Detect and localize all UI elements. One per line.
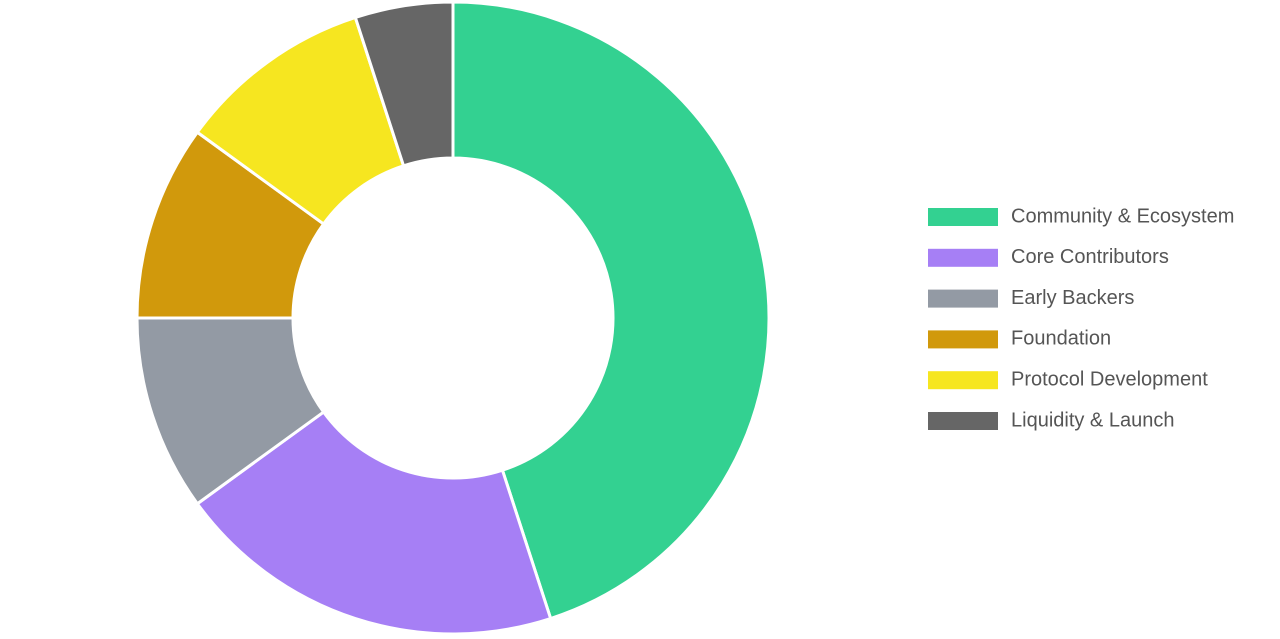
legend-label: Foundation	[1011, 328, 1111, 350]
legend-swatch	[928, 330, 998, 349]
legend-swatch	[928, 412, 998, 430]
legend-swatch	[928, 289, 998, 308]
legend-label: Community & Ecosystem	[1011, 205, 1234, 227]
legend-label: Liquidity & Launch	[1011, 409, 1174, 431]
legend-swatch	[928, 248, 998, 267]
donut-slice	[451, 0, 771, 621]
legend-label: Core Contributors	[1011, 246, 1169, 268]
donut-slice	[353, 0, 455, 168]
legend-label: Early Backers	[1011, 287, 1134, 309]
legend-swatch	[928, 208, 998, 226]
legend-swatch	[928, 371, 998, 390]
donut-slice	[195, 409, 553, 636]
legend-label: Protocol Development	[1011, 368, 1208, 390]
